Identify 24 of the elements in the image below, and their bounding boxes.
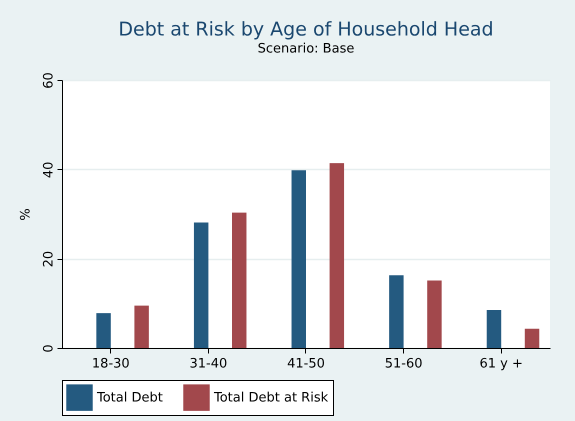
x-tick-label: 41-50 (287, 356, 325, 372)
x-tick-label: 51-60 (384, 356, 422, 372)
bar (232, 212, 246, 348)
bar (486, 310, 502, 348)
bar (292, 170, 306, 348)
chart-title: Debt at Risk by Age of Household Head (118, 18, 494, 41)
bar (330, 163, 344, 348)
y-tick-label: 20 (42, 250, 56, 268)
x-tick-label: 31-40 (190, 356, 228, 372)
x-tick-label: 61 y + (479, 356, 523, 372)
bar (524, 328, 540, 348)
legend-label: Total Debt (96, 390, 163, 406)
bar (96, 313, 111, 348)
bar (194, 222, 208, 348)
bar (427, 280, 442, 348)
y-tick-label: 0 (42, 344, 56, 353)
y-tick-label: 40 (42, 162, 56, 178)
y-tick-label: 60 (42, 72, 56, 89)
y-axis-title: % (18, 208, 34, 221)
bar (389, 275, 404, 348)
bar (134, 306, 149, 348)
chart-subtitle: Scenario: Base (258, 42, 354, 57)
x-tick-label: 18-30 (92, 356, 130, 372)
legend-label: Total Debt at Risk (213, 390, 329, 406)
